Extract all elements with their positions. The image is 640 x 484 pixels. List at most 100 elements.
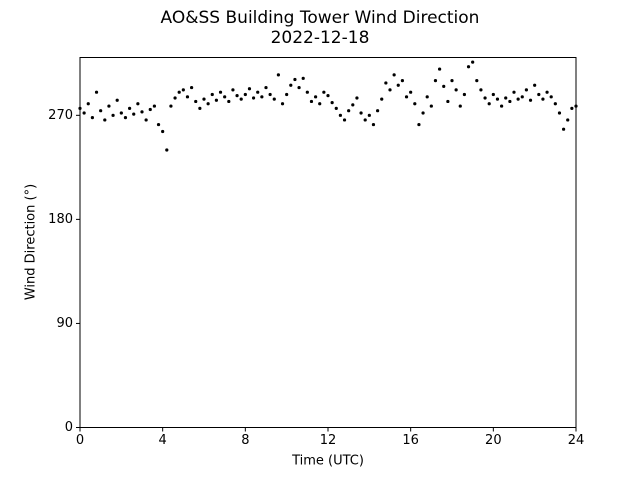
data-point — [433, 79, 438, 83]
data-point — [524, 88, 529, 92]
data-point — [541, 97, 545, 101]
data-point — [119, 111, 123, 115]
data-point — [376, 109, 380, 113]
data-point — [566, 118, 570, 122]
data-point — [235, 94, 239, 98]
x-axis-label: Time (UTC) — [291, 454, 364, 469]
data-point — [297, 85, 301, 90]
data-point — [194, 99, 198, 104]
data-point — [533, 83, 537, 87]
data-point — [330, 100, 334, 105]
data-point — [396, 83, 400, 87]
data-point — [190, 85, 194, 90]
data-point — [570, 106, 574, 110]
x-tick-label: 20 — [485, 433, 502, 448]
data-point — [516, 97, 520, 101]
data-point — [128, 106, 132, 110]
data-point — [413, 102, 417, 106]
data-point — [260, 95, 264, 99]
data-point — [409, 90, 413, 94]
data-point — [557, 111, 562, 115]
data-point — [574, 104, 578, 108]
data-point — [115, 98, 119, 102]
data-point — [181, 88, 185, 92]
data-point — [528, 98, 533, 102]
data-point — [347, 109, 351, 113]
data-point — [384, 81, 388, 85]
data-point — [90, 116, 94, 120]
data-point — [355, 96, 359, 100]
data-point — [442, 84, 446, 89]
data-point — [239, 97, 243, 101]
chart-subtitle: 2022-12-18 — [271, 28, 370, 48]
data-point — [256, 90, 260, 94]
data-point — [545, 90, 549, 94]
data-point — [206, 102, 210, 106]
data-point — [520, 95, 524, 99]
data-point — [314, 95, 318, 99]
data-point — [99, 109, 103, 113]
data-point — [165, 148, 169, 152]
data-point — [380, 97, 384, 101]
data-point — [359, 111, 363, 115]
data-point — [504, 96, 508, 100]
data-point — [293, 77, 297, 82]
data-point — [78, 106, 82, 110]
data-point — [491, 92, 495, 97]
data-point — [289, 83, 293, 87]
y-tick-label: 270 — [48, 108, 73, 123]
data-point — [214, 98, 218, 102]
data-point — [247, 87, 252, 91]
data-point — [388, 88, 392, 92]
data-point — [512, 90, 516, 94]
data-point — [218, 90, 223, 94]
data-point — [425, 95, 429, 99]
data-point — [479, 88, 483, 92]
data-point — [421, 111, 425, 115]
data-point — [417, 122, 421, 127]
data-point — [198, 106, 202, 110]
data-point — [252, 96, 256, 100]
data-point — [301, 76, 305, 80]
x-tick-label: 0 — [76, 433, 84, 448]
x-tick-label: 12 — [320, 433, 337, 448]
data-point — [392, 73, 396, 77]
data-point — [276, 73, 280, 77]
data-point — [454, 88, 458, 92]
chart-title: AO&SS Building Tower Wind Direction — [161, 8, 480, 28]
data-point — [223, 95, 227, 99]
x-tick-label: 24 — [568, 433, 585, 448]
data-point — [500, 104, 504, 108]
data-point — [309, 99, 314, 104]
data-point — [82, 111, 86, 115]
x-tick-label: 8 — [241, 433, 249, 448]
data-point — [508, 99, 512, 104]
data-point — [161, 129, 165, 134]
data-point — [322, 90, 326, 94]
x-tick-label: 4 — [159, 433, 167, 448]
data-point — [458, 104, 462, 108]
data-point — [549, 95, 553, 99]
data-point — [363, 118, 367, 122]
data-point — [107, 104, 111, 108]
data-point — [462, 92, 466, 97]
data-point — [338, 113, 342, 117]
x-tick-label: 16 — [402, 433, 419, 448]
data-point — [450, 79, 454, 83]
data-point — [136, 102, 140, 106]
data-point — [400, 79, 404, 83]
data-point — [144, 118, 148, 122]
data-point — [487, 102, 491, 106]
data-point — [367, 113, 371, 117]
data-point — [111, 113, 115, 117]
data-point — [342, 118, 347, 122]
data-point — [272, 97, 276, 101]
y-axis-label: Wind Direction (°) — [24, 184, 39, 300]
data-point — [227, 99, 231, 104]
data-point — [132, 112, 136, 116]
data-point — [334, 106, 338, 110]
data-point — [537, 92, 541, 97]
data-point — [86, 102, 90, 106]
data-point — [231, 88, 235, 92]
data-point — [210, 92, 214, 97]
